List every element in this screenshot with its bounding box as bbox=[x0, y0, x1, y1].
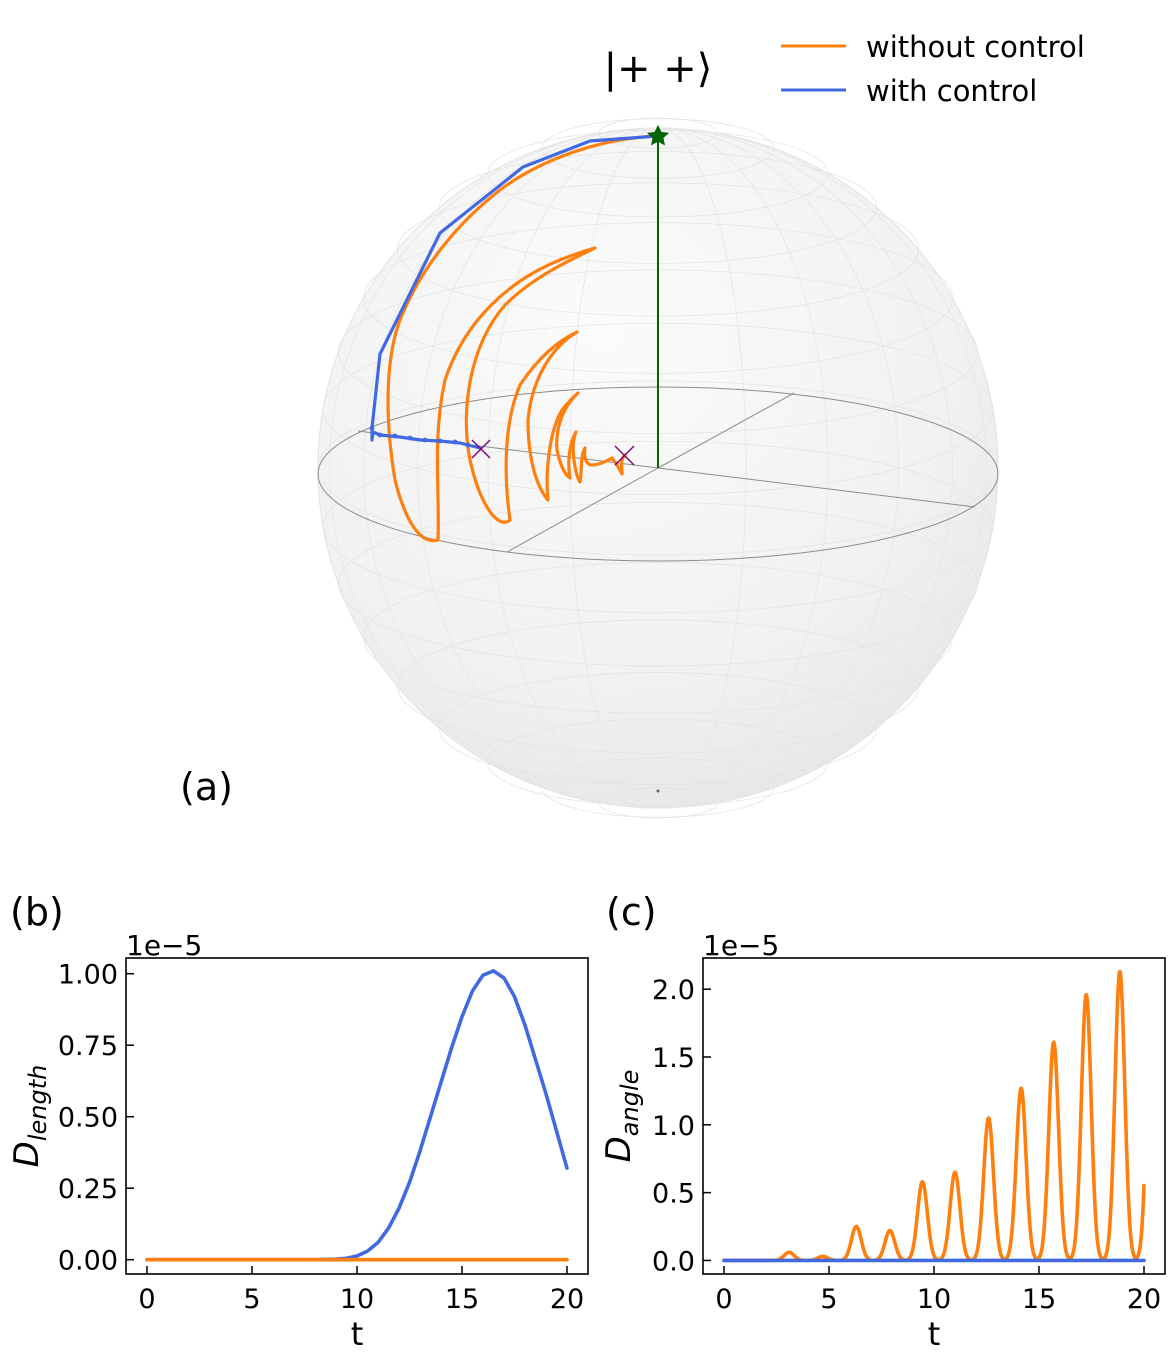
y-axis-label-b: Dlength bbox=[7, 1065, 52, 1168]
x-axis-label-c: t bbox=[928, 1315, 941, 1353]
y-tick-label: 0.00 bbox=[58, 1246, 118, 1277]
y-axis-label-b-base: D bbox=[7, 1141, 47, 1167]
y-axis-line bbox=[657, 467, 976, 508]
series-line-without-control bbox=[722, 970, 1146, 1263]
south-pole-dot bbox=[656, 789, 660, 793]
state-label: |+ +⟩ bbox=[604, 46, 713, 92]
bloch-sphere-panel: |+ +⟩ (a) without control with control bbox=[180, 30, 1085, 819]
with-control-sample-point bbox=[392, 433, 398, 439]
x-tick-label: 5 bbox=[243, 1284, 260, 1315]
x-tick-label: 10 bbox=[917, 1284, 951, 1315]
initial-state-star-marker bbox=[646, 124, 670, 146]
y-tick-label: 1.00 bbox=[58, 960, 118, 991]
panel-label-c: (c) bbox=[606, 890, 657, 934]
x-tick-label: 20 bbox=[550, 1284, 584, 1315]
x-axis-back-line bbox=[657, 392, 795, 469]
with-control-sample-point bbox=[437, 438, 443, 444]
ticks-b: 0 5 10 15 20 0.00 0.25 0.50 0.75 1.00 bbox=[58, 960, 584, 1315]
trajectory-without-control bbox=[386, 134, 660, 543]
y-tick-label: 1.5 bbox=[652, 1043, 695, 1074]
x-tick-label: 5 bbox=[820, 1284, 837, 1315]
panel-label-b: (b) bbox=[10, 890, 64, 934]
x-tick-label: 0 bbox=[715, 1284, 732, 1315]
final-state-x-marker-controlled bbox=[471, 439, 491, 459]
offset-text-c: 1e−5 bbox=[703, 929, 779, 962]
series-c bbox=[722, 970, 1146, 1263]
y-tick-label: 0.5 bbox=[652, 1179, 695, 1210]
x-tick-label: 0 bbox=[138, 1284, 155, 1315]
with-control-sample-point bbox=[377, 432, 383, 438]
y-tick-label: 0.50 bbox=[58, 1103, 118, 1134]
x-axis-label-b: t bbox=[351, 1315, 364, 1353]
x-tick-label: 20 bbox=[1127, 1284, 1161, 1315]
with-control-sample-point bbox=[422, 437, 428, 443]
panel-c: (c) 1e−5 0 5 10 15 20 0.0 0.5 1.0 1.5 2.0 t Dangl… bbox=[599, 890, 1166, 1353]
legend: without control with control bbox=[781, 30, 1085, 108]
y-tick-label: 0.25 bbox=[58, 1174, 118, 1205]
series-line-with-control bbox=[145, 969, 569, 1262]
trajectory-with-control bbox=[370, 134, 660, 450]
y-axis-label-b-sub: length bbox=[24, 1065, 52, 1142]
x-axis-line bbox=[506, 467, 659, 553]
y-tick-label: 0.75 bbox=[58, 1031, 118, 1062]
with-control-samples bbox=[369, 425, 471, 448]
with-control-sample-point bbox=[452, 439, 458, 445]
x-tick-label: 10 bbox=[340, 1284, 374, 1315]
with-control-sample-point bbox=[465, 442, 471, 448]
offset-text-b: 1e−5 bbox=[126, 929, 202, 962]
y-tick-label: 0.0 bbox=[652, 1246, 695, 1277]
with-control-sample-point bbox=[369, 425, 375, 431]
legend-label-with-control: with control bbox=[866, 74, 1037, 108]
legend-label-without-control: without control bbox=[866, 30, 1085, 64]
panel-label-a: (a) bbox=[180, 765, 233, 809]
y-axis-label-c: Dangle bbox=[599, 1070, 644, 1163]
y-tick-label: 2.0 bbox=[652, 975, 695, 1006]
with-control-sample-point bbox=[407, 435, 413, 441]
final-state-x-marker-uncontrolled bbox=[614, 445, 635, 466]
x-tick-label: 15 bbox=[1022, 1284, 1056, 1315]
panel-b: (b) 1e−5 0 5 10 15 200.000.250.500.751.00 t … bbox=[7, 890, 589, 1353]
y-axis-label-c-sub: angle bbox=[616, 1070, 644, 1137]
y-tick-label: 1.0 bbox=[652, 1111, 695, 1142]
series-b bbox=[145, 969, 569, 1262]
ticks-c: 0 5 10 15 20 0.0 0.5 1.0 1.5 2.0 bbox=[652, 975, 1161, 1315]
x-tick-label: 15 bbox=[445, 1284, 479, 1315]
y-axis-label-c-base: D bbox=[599, 1136, 639, 1162]
